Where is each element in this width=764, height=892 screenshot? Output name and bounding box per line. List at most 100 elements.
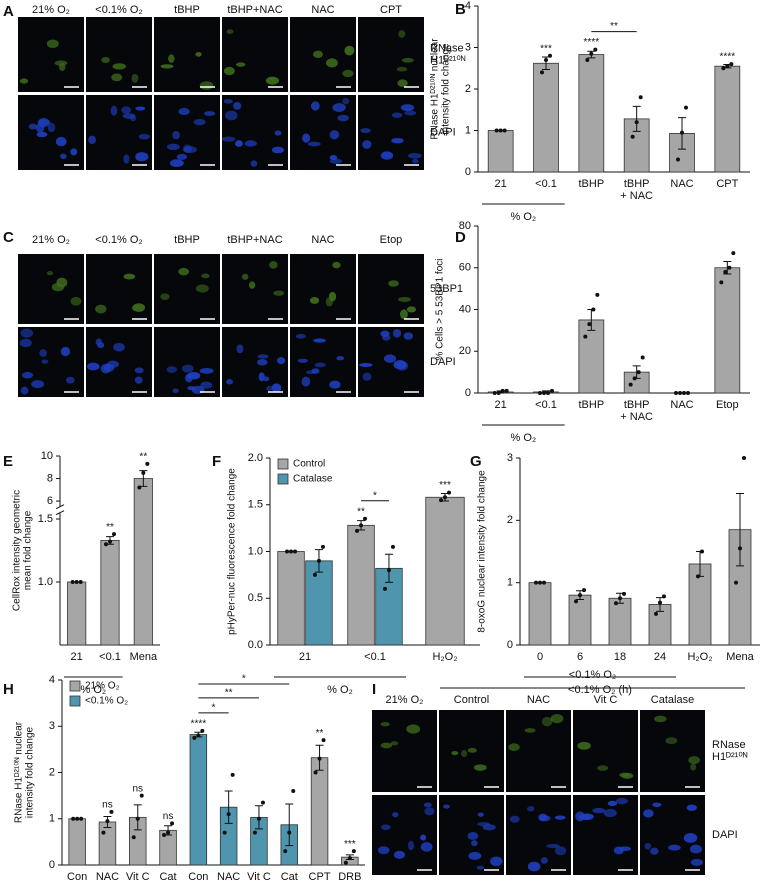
group-label: % O₂: [510, 432, 536, 444]
nucleus: [233, 101, 242, 110]
x-tick-label: Vit C: [126, 871, 150, 883]
y-tick-label: 1.0: [248, 545, 263, 557]
nucleus: [377, 846, 390, 855]
data-point: [439, 498, 443, 503]
nucleus: [332, 103, 346, 112]
signal: [46, 271, 54, 276]
y-axis-label: CellRox intensity geometricmean fold cha…: [11, 490, 33, 611]
significance: ***: [439, 480, 451, 491]
bar: [425, 496, 465, 646]
nucleus: [615, 797, 628, 805]
nucleus: [166, 366, 178, 373]
x-tick-label: DRB: [338, 871, 361, 883]
nucleus: [121, 106, 131, 114]
x-tick-label: Cat: [159, 871, 176, 883]
micrograph: [506, 710, 571, 792]
nucleus: [686, 804, 697, 811]
signal: [178, 267, 190, 276]
signal: [380, 742, 393, 749]
bar: [487, 130, 514, 173]
x-tick-label: 21: [495, 178, 507, 190]
signal: [195, 52, 202, 57]
nucleus: [31, 380, 45, 389]
column-label: NAC: [527, 694, 550, 706]
nucleus: [178, 107, 190, 116]
data-point: [79, 816, 84, 821]
panel-letter: H: [3, 681, 14, 698]
column-label: <0.1% O₂: [95, 4, 142, 16]
nucleus: [176, 153, 188, 160]
data-point: [293, 549, 298, 554]
signal: [223, 66, 235, 76]
data-point: [145, 461, 150, 466]
signal: [380, 722, 390, 727]
data-point: [105, 819, 110, 824]
data-point: [109, 809, 114, 814]
bar: [277, 551, 305, 646]
nucleus: [360, 128, 371, 134]
data-point: [498, 128, 503, 133]
column-label: Vit C: [594, 694, 618, 706]
data-point: [363, 516, 368, 521]
data-point: [548, 53, 552, 58]
nucleus: [28, 123, 38, 130]
data-point: [200, 728, 205, 733]
signal: [248, 281, 256, 289]
nucleus: [172, 388, 179, 394]
row-label: 53BP1: [430, 283, 463, 295]
nucleus: [87, 362, 100, 371]
data-point: [196, 733, 201, 738]
data-point: [291, 789, 296, 793]
row-label: DAPI: [430, 126, 456, 138]
data-point: [585, 57, 590, 62]
nucleus: [135, 106, 146, 111]
y-tick-label: 3: [465, 41, 471, 53]
micrograph: [18, 95, 84, 170]
data-point: [727, 265, 732, 270]
nucleus: [66, 376, 75, 384]
data-point: [500, 388, 505, 393]
micrograph: [372, 795, 437, 875]
y-axis-label: pHyPer-nuc fluorescence fold change: [227, 468, 238, 635]
data-point: [166, 830, 171, 835]
error-bar: [736, 493, 744, 567]
bracket-label: *: [373, 490, 377, 501]
nucleus: [122, 113, 136, 119]
signal: [59, 62, 66, 72]
significance: ***: [344, 839, 356, 850]
bar: [608, 597, 632, 646]
signal: [160, 293, 170, 301]
bracket-label: **: [225, 688, 233, 699]
signal: [406, 724, 421, 734]
nucleus: [392, 329, 402, 338]
nucleus: [135, 152, 149, 162]
y-tick-label: 8: [47, 472, 53, 484]
nucleus: [471, 840, 478, 847]
data-point: [355, 528, 360, 533]
nucleus: [619, 846, 632, 852]
nucleus: [652, 802, 662, 807]
axis-break: [55, 504, 65, 510]
bar: [568, 594, 592, 646]
micrograph: [222, 254, 288, 324]
data-point: [544, 57, 548, 62]
data-point: [542, 580, 546, 585]
y-tick-label: 0: [49, 859, 55, 871]
x-tick-label: NAC: [670, 178, 693, 190]
signal: [56, 277, 68, 288]
nucleus: [271, 146, 284, 154]
data-point: [104, 542, 108, 547]
data-point: [317, 756, 322, 761]
signal: [550, 713, 564, 724]
column-label: Control: [454, 694, 489, 706]
data-point: [287, 830, 292, 835]
nucleus: [337, 114, 349, 122]
data-point: [593, 47, 598, 52]
data-point: [382, 586, 387, 591]
signal: [123, 273, 136, 280]
data-point: [546, 391, 550, 395]
data-point: [256, 816, 261, 821]
data-point: [108, 539, 112, 544]
data-point: [101, 830, 106, 835]
legend-label: 21% O₂: [85, 681, 120, 692]
